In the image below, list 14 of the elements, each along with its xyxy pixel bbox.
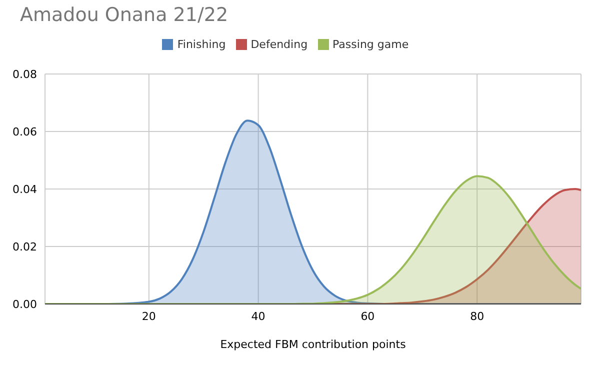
y-tick-label: 0.06 — [12, 125, 37, 138]
legend-label: Passing game — [332, 38, 409, 51]
y-tick-label: 0.02 — [12, 240, 37, 254]
legend-label: Finishing — [177, 38, 226, 51]
y-tick-label: 0.08 — [12, 68, 37, 81]
x-axis-title: Expected FBM contribution points — [219, 338, 407, 351]
y-tick-label: 0.04 — [12, 182, 37, 196]
x-tick-label: 20 — [142, 310, 156, 323]
x-tick-label: 60 — [360, 310, 375, 323]
x-tick-label: 80 — [470, 310, 484, 323]
y-tick-label: 0.00 — [12, 298, 37, 311]
x-tick-label: 40 — [251, 310, 266, 323]
legend-label: Defending — [250, 38, 308, 51]
chart-title: Amadou Onana 21/22 — [20, 4, 228, 26]
